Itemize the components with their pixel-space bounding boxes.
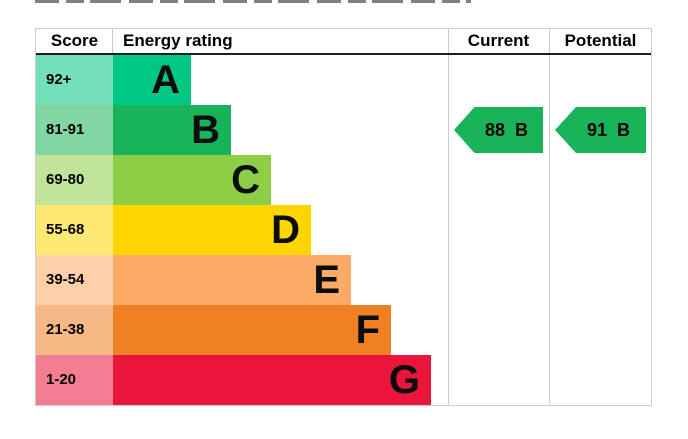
band-bar: G: [113, 355, 431, 405]
band-bar: D: [113, 205, 311, 255]
band-score-range: 1-20: [36, 355, 113, 405]
band-row: 1-20 G: [36, 355, 651, 405]
energy-rating-table: Score Energy rating Current Potential 92…: [35, 28, 652, 406]
band-row: 55-68 D: [36, 205, 651, 255]
current-rating-value: 88: [484, 119, 506, 140]
band-score-range: 81-91: [36, 105, 113, 155]
header-divider-score: [112, 29, 113, 53]
column-divider-potential: [549, 29, 550, 405]
column-header-score: Score: [50, 31, 99, 50]
potential-rating-value: 91: [586, 119, 608, 140]
band-bar: C: [113, 155, 271, 205]
band-letter: C: [231, 158, 260, 202]
column-header-current: Current: [467, 31, 530, 50]
band-bar: F: [113, 305, 391, 355]
band-bar: B: [113, 105, 231, 155]
band-score-range: 21-38: [36, 305, 113, 355]
band-letter: E: [313, 258, 340, 302]
truncated-title-top: [35, 0, 471, 3]
band-row: 39-54 E: [36, 255, 651, 305]
band-row: 69-80 C: [36, 155, 651, 205]
potential-rating-arrow: 91 B: [555, 107, 646, 153]
band-letter: F: [355, 308, 380, 352]
column-header-energy-rating: Energy rating: [123, 31, 233, 50]
band-score-range: 69-80: [36, 155, 113, 205]
band-score-range: 55-68: [36, 205, 113, 255]
potential-rating-band: B: [617, 119, 631, 140]
current-rating-arrow: 88 B: [454, 107, 543, 153]
band-letter: D: [271, 208, 300, 252]
band-row: 81-91 B: [36, 105, 651, 155]
band-letter: B: [191, 108, 220, 152]
current-rating-band: B: [515, 119, 529, 140]
band-letter: A: [151, 58, 180, 102]
band-score-range: 39-54: [36, 255, 113, 305]
band-row: 92+ A: [36, 55, 651, 105]
band-bar: E: [113, 255, 351, 305]
header-underline: [36, 53, 651, 55]
band-rows: 92+ A 81-91 B 69-80 C 55-68 D 39-54 E 21…: [36, 55, 651, 405]
column-divider-current: [448, 29, 449, 405]
band-bar: A: [113, 55, 191, 105]
column-header-potential: Potential: [564, 31, 637, 50]
band-row: 21-38 F: [36, 305, 651, 355]
band-score-range: 92+: [36, 55, 113, 105]
band-letter: G: [388, 358, 420, 402]
